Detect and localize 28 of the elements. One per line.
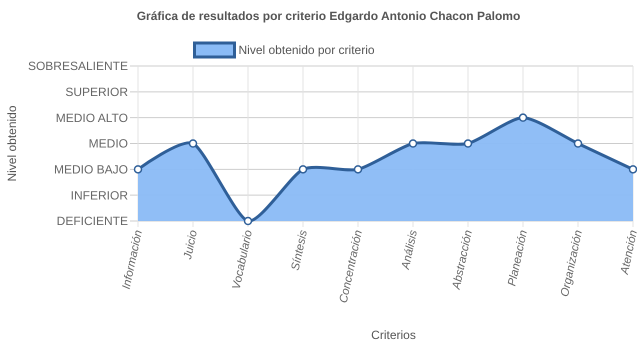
point xyxy=(244,216,252,226)
x-tick-label: Juicio xyxy=(182,228,200,262)
x-tick-label: Vocabulario xyxy=(230,228,256,291)
legend-label: Nivel obtenido por criterio xyxy=(238,43,375,57)
point xyxy=(298,165,308,174)
text: MEDIO BAJO xyxy=(54,162,128,177)
text: DEFICIENTE xyxy=(56,214,128,228)
text: SOBRESALIENTE xyxy=(28,59,128,74)
point xyxy=(628,165,637,174)
point xyxy=(518,113,528,122)
point xyxy=(464,139,472,148)
text: MEDIO xyxy=(88,136,128,151)
text: SUPERIOR xyxy=(65,85,128,100)
chart-title: Gráfica de resultados por criterio Edgardo Antonio Chacon Palomo xyxy=(136,9,520,23)
x-tick-label: Análisis xyxy=(400,228,420,272)
point xyxy=(408,139,418,148)
x-tick-label: Síntesis xyxy=(290,228,310,272)
x-tick-label: Planeación xyxy=(506,229,530,288)
x-tick-label: Abstracción xyxy=(450,229,475,292)
point xyxy=(354,165,362,174)
point xyxy=(574,139,582,148)
text: Nivel obtenido xyxy=(5,105,19,182)
text: MEDIO ALTO xyxy=(56,110,128,125)
text: INFERIOR xyxy=(70,188,128,202)
x-tick-label: Atención xyxy=(618,229,637,276)
point xyxy=(188,139,198,148)
point xyxy=(134,165,142,174)
x-axis-title: Criterios xyxy=(371,328,416,342)
